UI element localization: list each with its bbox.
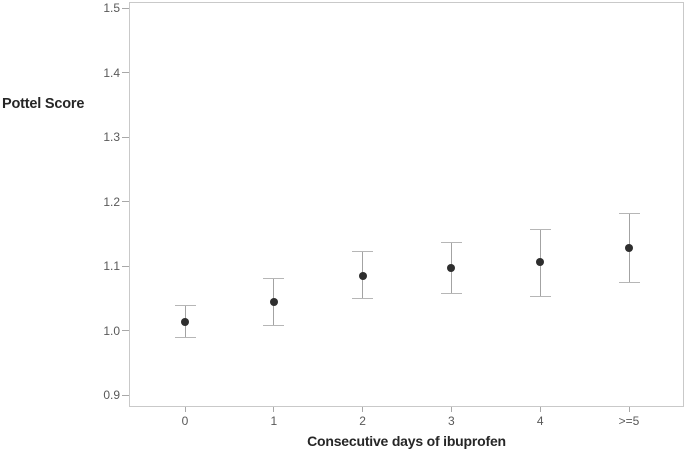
y-tick-label: 0.9: [103, 388, 120, 402]
y-axis-title: Pottel Score: [2, 96, 85, 112]
error-bar-cap-bottom: [174, 337, 196, 339]
error-bar-cap-bottom: [618, 281, 640, 283]
error-bar-cap-top: [174, 305, 196, 307]
x-tick-label: >=5: [618, 414, 640, 428]
x-tick-label: 2: [359, 414, 366, 428]
error-bar-cap-top: [263, 278, 285, 280]
data-point: [358, 271, 367, 280]
error-bar-cap-top: [440, 241, 462, 243]
x-tick: [362, 407, 364, 412]
x-tick: [273, 407, 275, 412]
error-bar-cap-bottom: [263, 325, 285, 327]
error-bar-cap-bottom: [529, 295, 551, 297]
error-bar-cap-bottom: [352, 298, 374, 300]
error-bar-cap-bottom: [440, 292, 462, 294]
y-tick-label: 1.3: [103, 130, 120, 144]
data-point: [536, 258, 545, 267]
x-axis-title: Consecutive days of ibuprofen: [307, 433, 506, 449]
error-bar-cap-top: [352, 250, 374, 252]
y-tick-label: 1.0: [103, 323, 120, 338]
x-tick-label: 4: [536, 414, 544, 428]
plot-area: [129, 2, 684, 407]
y-tick: [122, 201, 129, 202]
y-tick-label: 1.1: [103, 259, 120, 273]
y-tick: [122, 7, 129, 9]
data-point: [269, 298, 278, 307]
y-tick-label: 1.5: [103, 1, 120, 15]
x-tick: [450, 407, 452, 412]
data-point: [625, 243, 633, 252]
y-tick-label: 1.2: [103, 194, 120, 209]
data-point: [447, 263, 456, 272]
y-tick: [122, 72, 129, 73]
error-bar-cap-top: [618, 212, 640, 214]
y-tick-label: 1.4: [103, 65, 120, 80]
x-tick: [539, 407, 541, 412]
x-tick-label: 1: [270, 414, 278, 428]
y-tick: [122, 136, 129, 138]
y-tick: [122, 394, 129, 396]
x-tick: [184, 407, 186, 412]
y-tick: [122, 265, 129, 267]
y-tick: [122, 330, 129, 331]
error-bar-cap-top: [529, 228, 551, 230]
x-tick-label: 0: [181, 414, 189, 428]
x-tick-label: 3: [448, 414, 455, 428]
x-tick: [628, 407, 630, 412]
data-point: [181, 318, 189, 327]
